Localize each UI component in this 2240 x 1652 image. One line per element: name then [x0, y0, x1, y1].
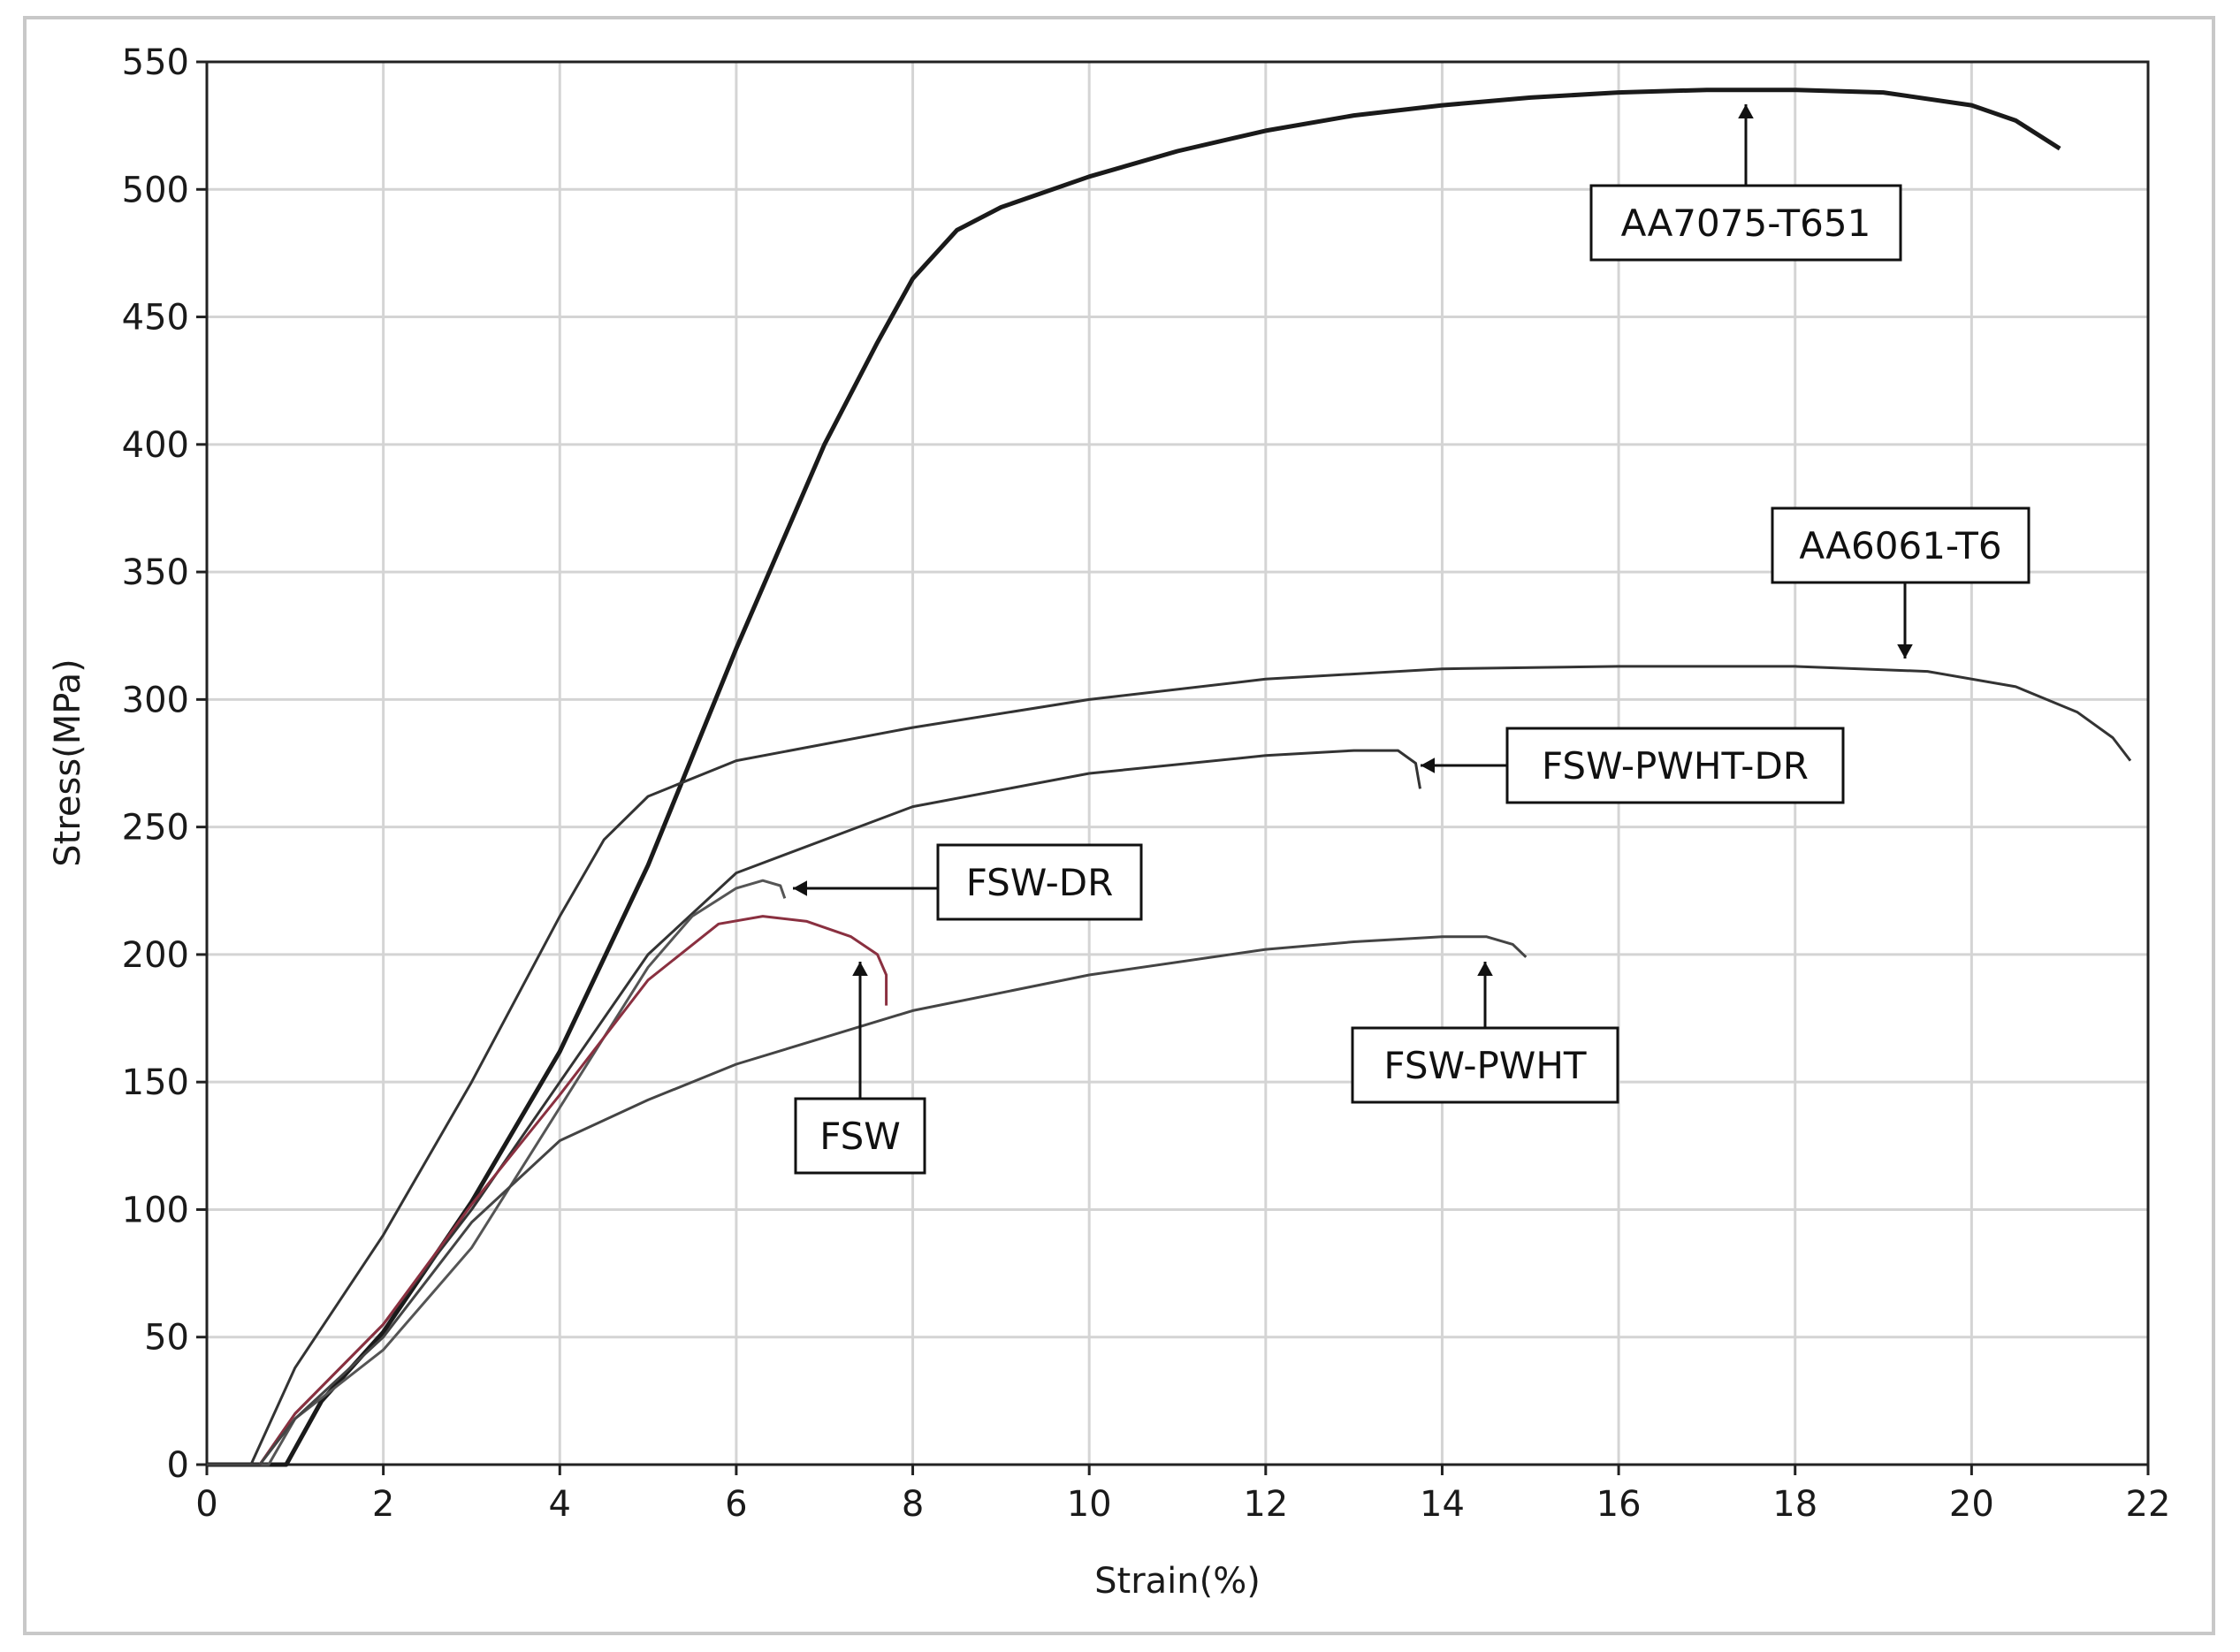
x-tick-label: 12 [1243, 1484, 1288, 1525]
annotation-aa7075-t651: AA7075-T651 [1589, 104, 1902, 262]
y-tick-label: 50 [144, 1318, 189, 1359]
annotation-fsw-pwht-dr: FSW-PWHT-DR [1421, 727, 1845, 804]
x-tick-label: 20 [1949, 1484, 1994, 1525]
annotation-arrow-head [1897, 644, 1913, 659]
y-tick-label: 200 [122, 935, 189, 976]
x-tick-label: 0 [195, 1484, 217, 1525]
y-tick-label: 100 [122, 1190, 189, 1230]
annotation-text: AA6061-T6 [1799, 524, 2001, 567]
annotation-box [1505, 727, 1845, 804]
annotation-arrow-head [852, 962, 868, 976]
figure-frame [23, 16, 2215, 1635]
annotation-text: FSW-DR [966, 861, 1114, 904]
x-tick-label: 2 [372, 1484, 394, 1525]
annotation-box [1771, 506, 2030, 584]
x-axis-title: Strain(%) [1094, 1561, 1261, 1602]
axis-ticks: 0 2 4 6 8 10 12 14 16 18 20 22 0 50 100 150 200 250 300 350… [122, 42, 2171, 1525]
y-tick-label: 500 [122, 170, 189, 210]
x-tick-label: 4 [549, 1484, 571, 1525]
annotation-box [936, 843, 1143, 921]
annotation-fsw: FSW [794, 962, 926, 1175]
x-tick-label: 18 [1772, 1484, 1817, 1525]
x-tick-label: 8 [902, 1484, 924, 1525]
y-tick-label: 550 [122, 42, 189, 83]
plot-area [205, 60, 2150, 1466]
annotation-text: FSW [819, 1115, 901, 1158]
y-axis-title: Stress(MPa) [48, 659, 88, 867]
annotation-text: FSW-PWHT [1383, 1044, 1586, 1087]
series-line-aa6061-t6 [207, 665, 2132, 1466]
annotation-arrow-head [793, 880, 807, 896]
y-tick-label: 350 [122, 552, 189, 593]
x-tick-label: 22 [2126, 1484, 2171, 1525]
annotation-text: AA7075-T651 [1621, 202, 1871, 245]
y-tick-label: 150 [122, 1062, 189, 1103]
annotation-fsw-pwht: FSW-PWHT [1351, 962, 1619, 1104]
annotation-labels: AA7075-T651 AA6061-T6 FSW-PWHT-DR FSW-DR FSW… [793, 104, 2030, 1175]
y-tick-label: 300 [122, 680, 189, 720]
y-tick-label: 400 [122, 425, 189, 466]
annotation-arrow-head [1738, 104, 1754, 118]
x-tick-label: 14 [1420, 1484, 1465, 1525]
annotation-arrow-head [1477, 962, 1493, 976]
x-tick-label: 16 [1596, 1484, 1642, 1525]
x-tick-label: 6 [725, 1484, 747, 1525]
x-tick-label: 10 [1067, 1484, 1112, 1525]
annotation-text: FSW-PWHT-DR [1542, 744, 1809, 788]
annotation-aa6061-t6: AA6061-T6 [1771, 506, 2030, 659]
annotation-box [1589, 184, 1902, 262]
annotation-box [1351, 1026, 1619, 1104]
series-line-fsw [207, 915, 888, 1466]
annotation-box [794, 1097, 926, 1175]
annotation-fsw-dr: FSW-DR [793, 843, 1143, 921]
y-tick-label: 250 [122, 808, 189, 849]
series-line-fsw-pwht [207, 935, 1528, 1466]
y-tick-label: 0 [167, 1445, 189, 1486]
y-tick-label: 450 [122, 298, 189, 339]
annotation-arrow-head [1421, 757, 1435, 773]
series-line-aa7075-t651 [207, 88, 2061, 1467]
series-lines [207, 88, 2132, 1467]
